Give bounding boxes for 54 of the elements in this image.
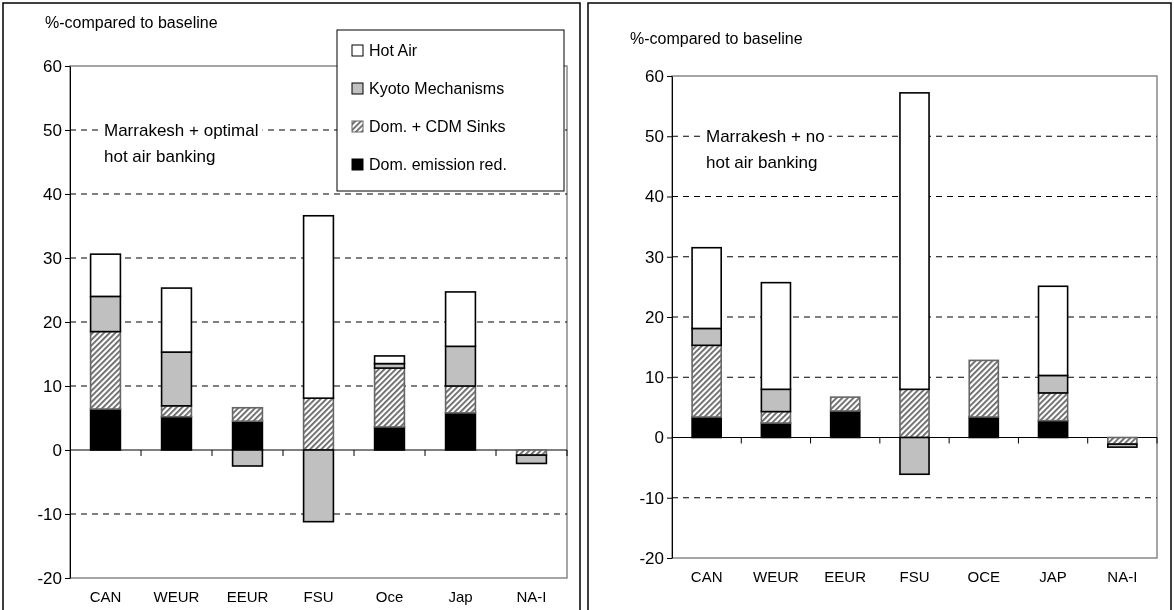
y-tick-label: 10	[645, 368, 664, 388]
y-tick-label: -20	[37, 568, 62, 588]
y-tick-label: 40	[43, 184, 62, 204]
y-tick-label: -10	[37, 504, 62, 524]
y-tick-label: 0	[52, 440, 62, 460]
bar	[691, 344, 722, 418]
y-tick-label: 30	[645, 247, 664, 267]
x-tick-label: CAN	[89, 588, 122, 605]
y-tick-label: 0	[654, 428, 664, 448]
x-tick-label: WEUR	[753, 568, 800, 585]
y-tick-label: -10	[639, 488, 664, 508]
legend-label: Kyoto Mechanisms	[369, 80, 505, 97]
x-tick-label: FSU	[303, 588, 334, 605]
bar	[373, 367, 406, 428]
y-tick-label: 40	[645, 187, 664, 207]
legend-label: Dom. + CDM Sinks	[369, 118, 506, 135]
x-tick-label: OCE	[967, 568, 1001, 585]
y-tick-label: -20	[639, 548, 664, 568]
bar	[1107, 443, 1138, 448]
bar	[1037, 392, 1069, 422]
y-tick-label: 20	[43, 312, 62, 332]
bar	[302, 397, 335, 451]
bar	[89, 330, 122, 410]
bar	[373, 355, 406, 365]
legend-label: Dom. emission red.	[369, 156, 507, 173]
x-tick-label: JAP	[1039, 568, 1067, 585]
y-tick-label: 10	[43, 376, 62, 396]
bar	[515, 454, 548, 465]
x-tick-label: NA-I	[516, 588, 547, 605]
bar	[444, 385, 477, 414]
x-tick-label: FSU	[899, 568, 930, 585]
y-tick-label: 20	[645, 307, 664, 327]
annotation: Marrakesh + optimal hot air banking	[104, 121, 259, 167]
bar	[968, 359, 1000, 418]
x-tick-label: EEUR	[226, 588, 269, 605]
x-tick-label: WEUR	[153, 588, 200, 605]
y-axis-title: %-compared to baseline	[45, 14, 218, 31]
annotation: Marrakesh + no hot air banking	[706, 127, 825, 173]
x-tick-label: CAN	[690, 568, 723, 585]
bar	[760, 410, 792, 424]
x-tick-label: EEUR	[824, 568, 867, 585]
y-tick-label: 50	[645, 127, 664, 147]
bar	[231, 406, 264, 422]
x-tick-label: Oce	[375, 588, 404, 605]
bar	[829, 396, 861, 412]
bar	[899, 388, 930, 439]
y-tick-label: 30	[43, 248, 62, 268]
legend-label: Hot Air	[369, 42, 418, 59]
x-tick-label: NA-I	[1107, 568, 1138, 585]
y-tick-label: 60	[43, 56, 62, 76]
y-tick-label: 60	[645, 66, 664, 86]
y-tick-label: 50	[43, 120, 62, 140]
x-tick-label: Jap	[448, 588, 473, 605]
y-axis-title: %-compared to baseline	[630, 30, 803, 47]
